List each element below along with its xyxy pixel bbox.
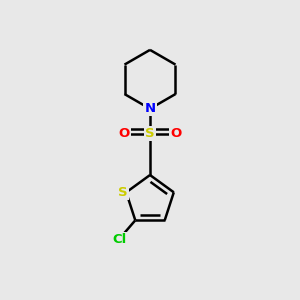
Text: N: N [144,102,156,115]
Text: S: S [145,127,155,140]
Text: O: O [119,127,130,140]
Text: O: O [170,127,181,140]
Text: S: S [118,186,128,199]
Text: Cl: Cl [112,233,126,246]
